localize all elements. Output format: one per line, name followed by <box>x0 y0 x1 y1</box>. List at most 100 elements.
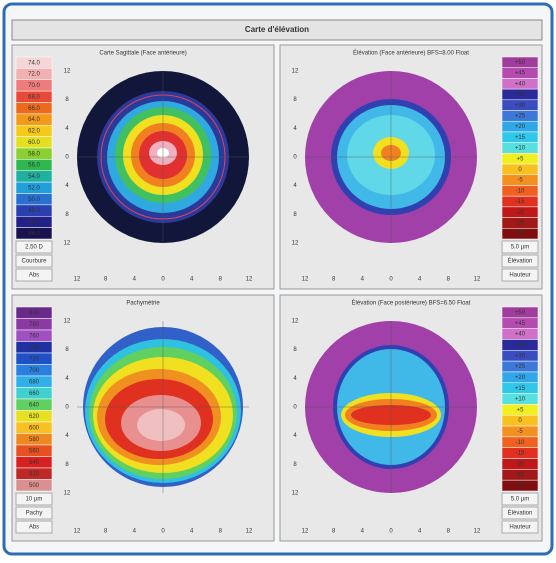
scale-label: +50 <box>515 60 526 66</box>
scale-label: +40 <box>515 332 526 338</box>
scale-footer: Pachy <box>26 511 43 517</box>
scale-footer-box <box>501 254 539 268</box>
scale-footer: 5.0 µm <box>511 497 529 503</box>
y-axis-label: 12 <box>292 241 299 247</box>
scale-label: 500 <box>29 483 40 489</box>
scale-label: -10 <box>516 440 525 446</box>
scale-label: 66.0 <box>28 106 40 112</box>
x-axis-label: 4 <box>190 277 194 283</box>
x-axis-label: 4 <box>418 277 422 283</box>
scale-label: 560 <box>29 448 40 454</box>
scale-label: +30 <box>515 103 526 109</box>
scale-label: -10 <box>516 188 525 194</box>
scale-footer-box <box>15 506 53 520</box>
scale-label: -30 <box>516 483 525 489</box>
scale-label: 62.0 <box>28 129 40 135</box>
scale-label: -20 <box>516 210 525 216</box>
scale-label: 540 <box>29 460 40 466</box>
scale-label: 520 <box>29 471 40 477</box>
y-axis-label: 12 <box>64 319 71 325</box>
y-axis-label: 12 <box>64 69 71 75</box>
y-axis-label: 4 <box>293 183 297 189</box>
scale-label: 58.0 <box>28 151 40 157</box>
y-axis-label: 8 <box>65 97 69 103</box>
scale-cell <box>15 227 53 240</box>
scale-label: +5 <box>517 156 525 162</box>
scale-footer: Élévation <box>508 510 533 517</box>
scale-label: +40 <box>515 81 526 87</box>
x-axis-label: 4 <box>190 529 194 535</box>
x-axis-label: 4 <box>361 277 365 283</box>
x-axis-label: 8 <box>104 529 108 535</box>
scale-label: 52.0 <box>28 185 40 191</box>
scale-footer: Hauteur <box>509 525 530 531</box>
scale-label: 0 <box>518 167 522 173</box>
scale-label: 0 <box>518 418 522 424</box>
scale-label: +50 <box>515 310 526 316</box>
scale-label: +10 <box>515 146 526 152</box>
scale-label: 680 <box>29 379 40 385</box>
y-axis-label: 12 <box>292 69 299 75</box>
scale-label: 60.0 <box>28 140 40 146</box>
panel-title: Carte Sagittale (Face antérieure) <box>99 51 186 57</box>
x-axis-label: 4 <box>418 529 422 535</box>
scale-label: +20 <box>515 375 526 381</box>
y-axis-label: 0 <box>293 405 297 411</box>
x-axis-label: 4 <box>133 529 137 535</box>
scale-footer-box <box>15 520 53 534</box>
scale-footer-box <box>15 254 53 268</box>
y-axis-label: 0 <box>65 155 69 161</box>
x-axis-label: 12 <box>246 529 253 535</box>
scale-footer: Courbure <box>21 259 47 265</box>
scale-label: 720 <box>29 356 40 362</box>
scale-label: -5 <box>517 178 523 184</box>
scale-label: 48.0 <box>28 208 40 214</box>
scale-label: 64.0 <box>28 117 40 123</box>
x-axis-label: 8 <box>104 277 108 283</box>
x-axis-label: 8 <box>447 529 451 535</box>
scale-footer: Abs <box>29 525 39 531</box>
scale-footer-box <box>15 268 53 282</box>
x-axis-label: 12 <box>474 277 481 283</box>
map-region <box>137 409 185 441</box>
scale-footer: 10 µm <box>26 497 43 503</box>
y-axis-label: 4 <box>65 376 69 382</box>
scale-label: +10 <box>515 397 526 403</box>
y-axis-label: 8 <box>65 212 69 218</box>
scale-cell <box>501 228 539 240</box>
scale-label: -25 <box>516 472 525 478</box>
scale-footer: Abs <box>29 273 39 279</box>
y-axis-label: 8 <box>65 347 69 353</box>
scale-label: -5 <box>517 429 523 435</box>
y-axis-label: 8 <box>65 462 69 468</box>
scale-cell <box>501 479 539 492</box>
scale-label: 580 <box>29 437 40 443</box>
y-axis-label: 8 <box>293 347 297 353</box>
scale-label: 660 <box>29 391 40 397</box>
scale-label: +45 <box>515 321 526 327</box>
x-axis-label: 4 <box>361 529 365 535</box>
scale-label: +20 <box>515 124 526 130</box>
x-axis-label: 4 <box>133 277 137 283</box>
y-axis-label: 12 <box>292 491 299 497</box>
x-axis-label: 0 <box>161 277 165 283</box>
scale-footer-box <box>501 240 539 254</box>
title-bar <box>11 19 543 41</box>
scale-label: +15 <box>515 386 526 392</box>
scale-label: -20 <box>516 462 525 468</box>
panel-title: Élévation (Face postérieure) BFS=6.50 Fl… <box>352 300 471 307</box>
y-axis-label: 4 <box>293 433 297 439</box>
scale-label: +25 <box>515 364 526 370</box>
y-axis-label: 12 <box>64 491 71 497</box>
scale-label: 54.0 <box>28 174 40 180</box>
y-axis-label: 8 <box>293 212 297 218</box>
scale-label: 72.0 <box>28 72 40 78</box>
scale-label: 50.0 <box>28 197 40 203</box>
scale-label: 740 <box>29 345 40 351</box>
scale-footer-box <box>501 520 539 534</box>
scale-label: 640 <box>29 402 40 408</box>
scale-label: -15 <box>516 199 525 205</box>
y-axis-label: 0 <box>293 155 297 161</box>
scale-label: 800 <box>29 310 40 316</box>
scale-label: +35 <box>515 342 526 348</box>
